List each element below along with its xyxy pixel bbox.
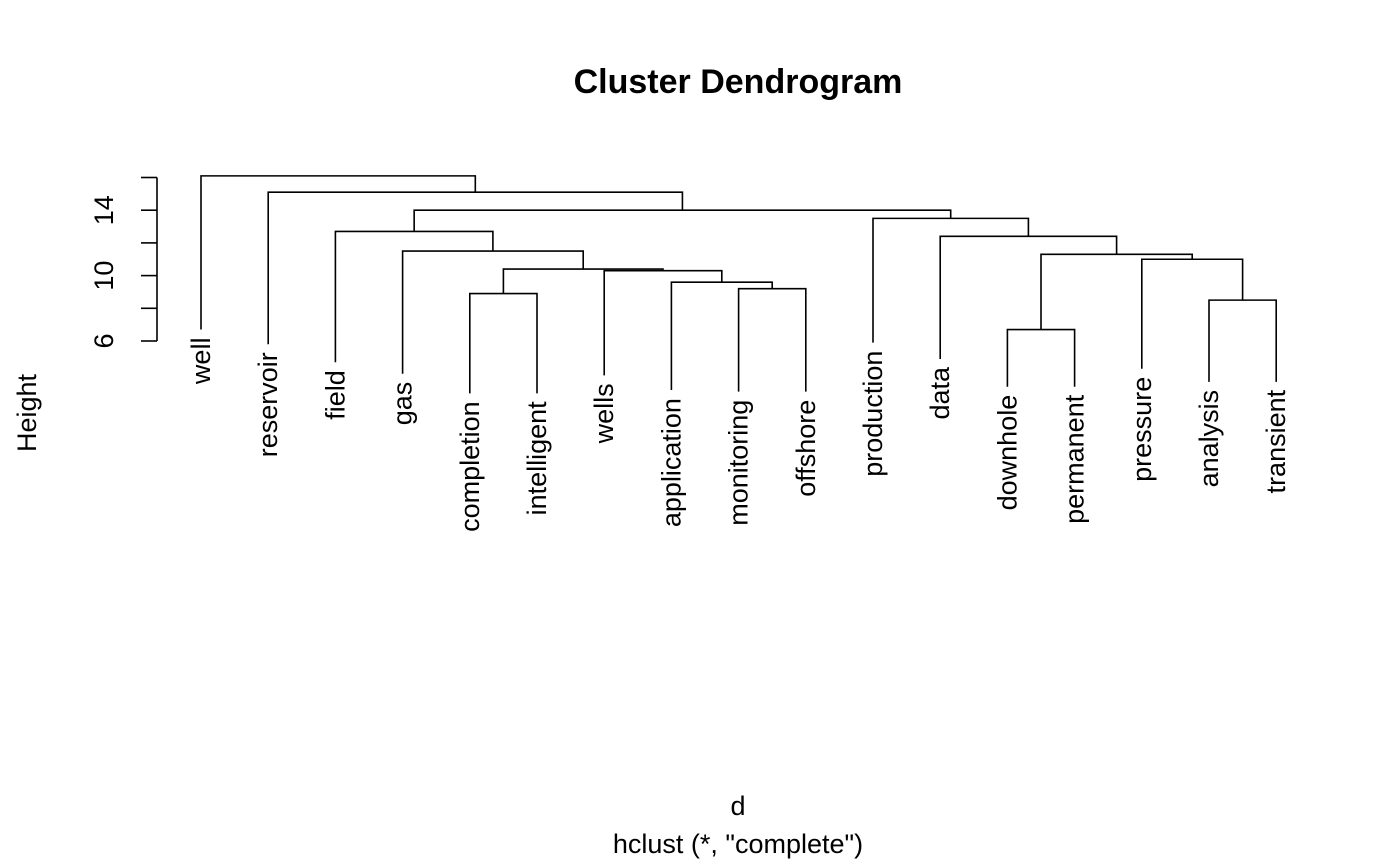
leaf-label-data: data	[925, 366, 955, 420]
chart-subtitle: hclust (*, "complete")	[613, 829, 863, 859]
merge-link	[1141, 258, 1244, 369]
merge-link	[469, 292, 538, 394]
merge-link	[603, 269, 723, 376]
leaf-label-field: field	[320, 370, 350, 420]
leaf-labels: well reservoir field gas completion intellige…	[186, 338, 1291, 532]
y-tick-label: 10	[89, 261, 119, 291]
leaf-label-transient: transient	[1261, 389, 1291, 493]
leaf-label-permanent: permanent	[1060, 394, 1090, 524]
merge-link	[200, 175, 477, 330]
leaf-label-reservoir: reservoir	[253, 352, 283, 457]
leaf-label-intelligent: intelligent	[522, 401, 552, 516]
leaf-label-production: production	[858, 351, 888, 477]
merge-link	[1040, 253, 1193, 330]
merge-link	[267, 191, 684, 345]
leaf-label-application: application	[656, 398, 686, 527]
y-tick-label: 6	[89, 333, 119, 348]
merge-link	[737, 287, 807, 392]
merge-link	[413, 209, 952, 232]
y-tick-label: 14	[89, 195, 119, 225]
dendrogram-links	[200, 175, 1277, 394]
x-axis-label: d	[730, 791, 745, 821]
leaf-label-monitoring: monitoring	[724, 400, 754, 526]
chart-title: Cluster Dendrogram	[574, 63, 903, 101]
merge-link	[502, 268, 664, 294]
leaf-label-wells: wells	[589, 383, 619, 444]
leaf-label-gas: gas	[388, 382, 418, 426]
leaf-label-offshore: offshore	[791, 400, 821, 497]
merge-link	[670, 281, 773, 391]
leaf-label-completion: completion	[455, 401, 485, 532]
leaf-label-pressure: pressure	[1127, 377, 1157, 482]
leaf-label-analysis: analysis	[1194, 390, 1224, 488]
merge-link	[1208, 299, 1277, 382]
y-axis: 6 10 14	[89, 176, 158, 349]
merge-link	[1006, 328, 1076, 387]
y-axis-label: Height	[12, 373, 42, 452]
leaf-label-downhole: downhole	[992, 395, 1022, 511]
leaf-label-well: well	[186, 338, 216, 386]
